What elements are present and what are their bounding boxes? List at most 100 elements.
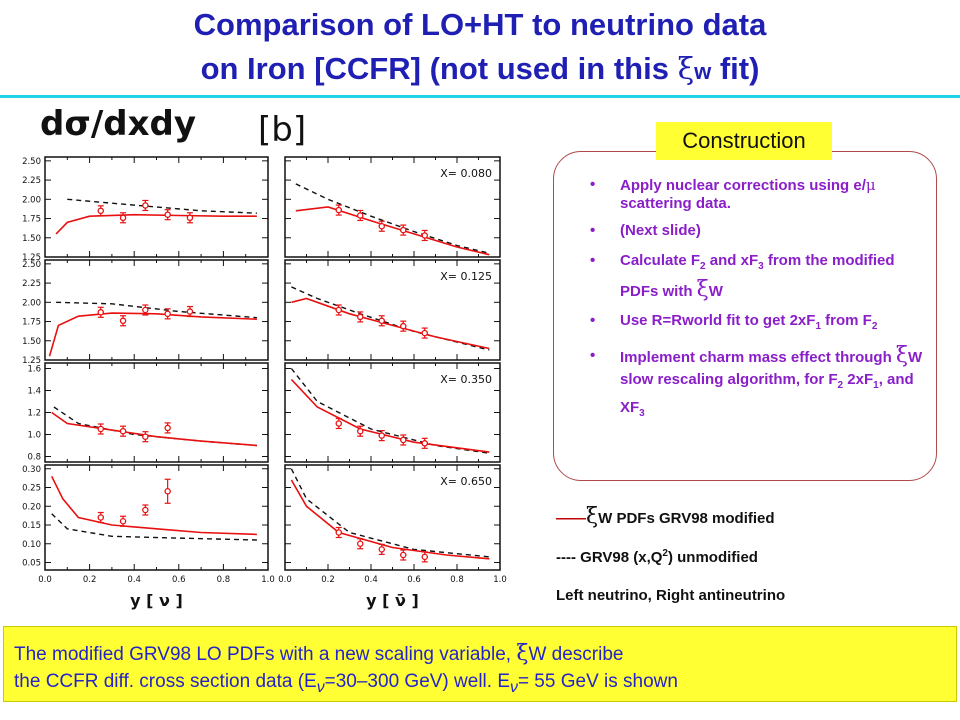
figure-ylabel: dσ/dxdy [40,104,197,144]
curve-modified-right-2 [290,378,490,453]
data-point-left-1-2 [142,306,149,314]
data-point-right-1-1 [356,313,364,321]
curve-unmodified-right-0 [295,183,490,254]
xi-symbol: ξ [677,52,695,87]
legend-xi: ξ [586,504,599,529]
x-bin-label-2: X= 0.350 [440,373,492,386]
data-point-right-0-4 [421,232,428,239]
legend-modified: ——ξW PDFs GRV98 modified [556,504,775,529]
legend-red-line: —— [556,510,586,527]
y-tick-label-1-2: 2.00 [22,298,41,308]
data-point-left-3-2 [142,506,149,514]
curve-unmodified-left-3 [51,513,257,541]
legend-left-right: Left neutrino, Right antineutrino [556,587,786,604]
data-point-left-0-2 [142,202,149,209]
summary-xi: ξ [516,641,529,666]
data-point-left-1-4 [186,308,194,315]
data-point-left-2-3 [164,424,171,432]
data-point-left-0-4 [186,214,194,222]
data-point-right-0-3 [399,226,407,234]
y-tick-label-3-1: 0.25 [22,484,41,494]
curve-unmodified-left-0 [67,198,257,214]
construction-item-3: Calculate F2 and xF3 from the modified P… [590,249,930,303]
x-bin-label-3: X= 0.650 [440,475,492,488]
x-tick-label-right-2: 0.4 [364,575,378,585]
x-tick-label-left-5: 1.0 [261,575,275,585]
data-point-right-1-2 [378,317,385,325]
y-tick-label-0-0: 2.50 [22,157,41,167]
y-tick-label-0-3: 1.75 [22,215,41,225]
curve-unmodified-right-1 [291,286,490,351]
curve-modified-right-3 [290,479,490,560]
construction-tag: Construction [656,122,832,160]
summary-line1-post: W describe [528,644,624,665]
data-point-left-0-0 [97,207,105,215]
summary-line1: The modified GRV98 LO PDFs with a new sc… [14,641,623,666]
curve-modified-left-0 [55,213,257,235]
panel-frame-left-1 [44,259,269,361]
x-tick-label-left-0: 0.0 [38,575,52,585]
data-point-left-0-3 [164,211,171,218]
y-tick-label-3-5: 0.05 [22,559,41,569]
legend-unmodified: ---- GRV98 (x,Q2) unmodified [556,548,758,566]
x-tick-label-right-3: 0.6 [407,575,421,585]
y-tick-label-0-2: 2.00 [22,195,41,205]
y-tick-label-1-3: 1.75 [22,318,41,328]
data-point-right-1-4 [421,329,428,337]
data-point-right-2-0 [335,420,342,427]
summary-box: The modified GRV98 LO PDFs with a new sc… [3,626,957,702]
curve-modified-left-1 [48,312,257,357]
data-point-left-2-0 [97,425,105,433]
y-tick-label-2-1: 1.4 [27,387,41,397]
curve-modified-left-2 [51,411,257,447]
data-point-left-1-3 [164,310,171,318]
curve-modified-left-3 [50,475,257,536]
y-tick-label-0-4: 1.50 [22,234,41,244]
summary-line1-pre: The modified GRV98 LO PDFs with a new sc… [14,644,517,665]
y-tick-label-3-3: 0.15 [22,521,41,531]
title-line2-post: fit) [711,51,760,86]
data-point-left-1-0 [97,309,105,316]
construction-list: Apply nuclear corrections using e/μ scat… [590,176,930,434]
y-tick-label-1-4: 1.50 [22,337,41,347]
x-tick-label-right-5: 1.0 [493,575,507,585]
y-tick-label-0-1: 2.25 [22,176,41,186]
y-tick-label-1-0: 2.50 [22,260,41,270]
construction-item-2: (Next slide) [590,222,930,240]
curve-unmodified-right-2 [290,368,490,454]
data-point-right-0-2 [378,222,385,230]
data-point-left-3-0 [97,514,105,521]
y-tick-label-2-0: 1.6 [27,365,41,375]
data-point-right-0-1 [356,212,364,219]
curve-modified-right-0 [295,206,490,256]
construction-item-1: Apply nuclear corrections using e/μ scat… [590,176,930,213]
title-line1-text: Comparison of LO+HT to neutrino data [193,7,767,42]
data-point-left-3-1 [119,518,127,525]
data-point-right-3-0 [335,529,342,536]
slide-title-line2: on Iron [CCFR] (not used in this ξw fit) [0,50,960,91]
title-line2-pre: on Iron [CCFR] (not used in this [200,51,678,86]
data-point-right-3-2 [378,546,385,553]
legend-modified-text: W PDFs GRV98 modified [598,510,775,527]
x-tick-label-right-0: 0.0 [278,575,292,585]
x-tick-label-left-4: 0.8 [217,575,231,585]
panel-frame-left-0 [44,156,269,258]
x-axis-label-left: y [ ν ] [130,591,183,610]
y-tick-label-3-4: 0.10 [22,540,41,550]
data-point-left-3-3 [164,487,171,495]
construction-item-4: Use R=Rworld fit to get 2xF1 from F2 [590,312,930,336]
x-tick-label-left-3: 0.6 [172,575,186,585]
data-point-left-2-2 [142,433,149,440]
data-point-right-2-2 [378,432,385,439]
data-point-left-1-1 [119,317,127,325]
y-tick-label-2-3: 1.0 [27,431,41,441]
x-axis-label-right: y [ ν̄ ] [366,591,419,610]
data-point-right-3-4 [421,553,428,561]
figure-unit: [b] [258,110,307,150]
title-sub-w: w [694,59,712,84]
data-point-right-3-1 [356,540,364,548]
y-tick-label-3-0: 0.30 [22,465,41,475]
data-point-right-1-0 [335,306,342,314]
y-tick-label-1-1: 2.25 [22,279,41,289]
x-bin-label-1: X= 0.125 [440,270,492,283]
